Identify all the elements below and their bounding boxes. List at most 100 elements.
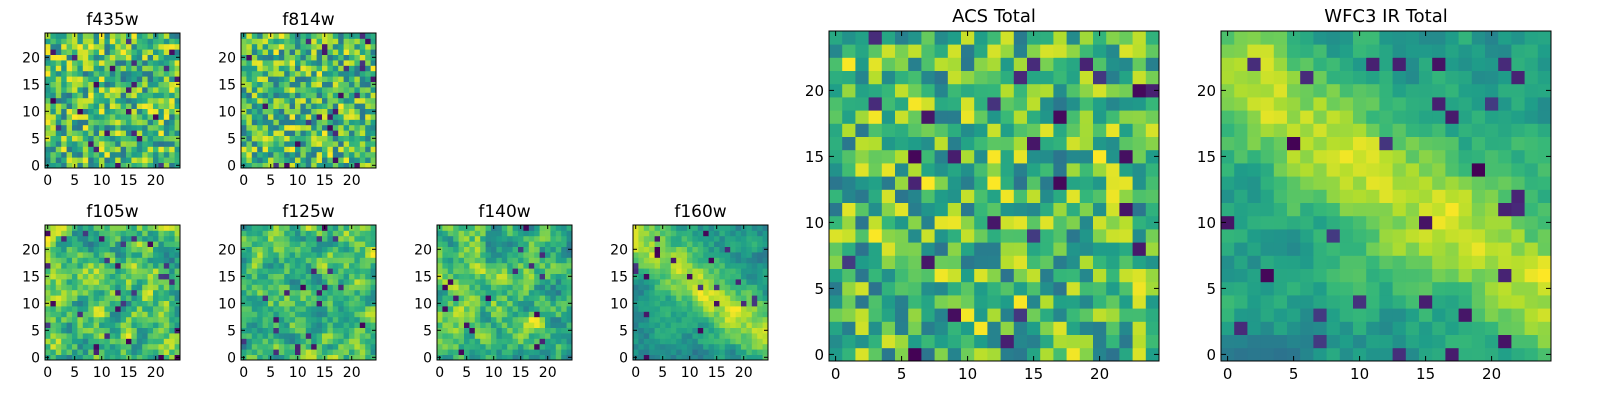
heatmap-cell (273, 295, 280, 301)
heatmap-cell (447, 235, 454, 242)
heatmap-cell (126, 151, 132, 158)
heatmap-cell (109, 103, 116, 109)
heatmap-cell (359, 157, 366, 163)
heatmap-cell (343, 157, 350, 163)
heatmap-cell (77, 279, 84, 285)
heatmap-cell (1027, 163, 1041, 177)
heatmap-cell (354, 300, 361, 307)
heatmap-cell (1498, 176, 1512, 190)
heatmap-cell (654, 349, 661, 355)
heatmap-cell (730, 295, 736, 301)
heatmap-cell (93, 141, 100, 147)
heatmap-cell (474, 241, 481, 247)
heatmap-cell (480, 327, 486, 334)
heatmap-cell (746, 225, 753, 231)
heatmap-cell (1079, 176, 1094, 190)
heatmap-cell (1040, 215, 1054, 230)
heatmap-cell (365, 230, 371, 237)
heatmap-cell (1300, 347, 1314, 362)
heatmap-cell (82, 49, 89, 55)
heatmap-cell (174, 252, 181, 258)
heatmap-cell (300, 157, 307, 163)
heatmap-cell (1366, 295, 1380, 309)
heatmap-cell (947, 202, 962, 217)
x-tick-label: 10 (681, 365, 699, 381)
heatmap-cell (136, 327, 143, 334)
heatmap-cell (534, 333, 540, 339)
heatmap-cell (670, 333, 677, 339)
heatmap-cell (442, 279, 449, 285)
heatmap-cell (251, 81, 258, 88)
heatmap-cell (338, 306, 344, 312)
heatmap-cell (153, 338, 159, 345)
heatmap-cell (665, 230, 672, 237)
heatmap-cell (703, 322, 709, 328)
heatmap-cell (714, 295, 720, 301)
heatmap-cell (842, 57, 856, 71)
heatmap-cell (518, 289, 524, 296)
heatmap-cell (246, 289, 253, 296)
heatmap-cell (539, 268, 546, 274)
heatmap-cell (158, 230, 165, 237)
heatmap-cell (746, 284, 753, 291)
heatmap-cell (284, 327, 290, 334)
heatmap-cell (654, 262, 661, 269)
heatmap-cell (1273, 189, 1288, 203)
heatmap-cell (174, 316, 181, 323)
heatmap-cell (741, 257, 747, 264)
heatmap-cell (1053, 97, 1067, 111)
heatmap-cell (518, 268, 524, 274)
heatmap-cell (316, 49, 323, 55)
heatmap-cell (934, 189, 949, 203)
heatmap-cell (158, 241, 165, 247)
heatmap-cell (322, 273, 328, 280)
heatmap-cell (72, 146, 78, 153)
heatmap-cell (724, 230, 731, 237)
heatmap-cell (1524, 281, 1539, 296)
heatmap-cell (278, 38, 285, 45)
heatmap-cell (82, 306, 89, 312)
heatmap-cell (868, 242, 883, 256)
heatmap-cell (99, 333, 105, 339)
heatmap-cell (93, 306, 100, 312)
heatmap-cell (1445, 215, 1459, 230)
heatmap-cell (305, 252, 312, 258)
heatmap-cell (147, 338, 154, 345)
heatmap-cell (50, 306, 57, 312)
heatmap-cell (142, 333, 148, 339)
heatmap-cell (120, 273, 127, 280)
heatmap-cell (246, 162, 253, 169)
heatmap-cell (1392, 176, 1407, 190)
heatmap-cell (99, 316, 105, 323)
heatmap-cell (354, 246, 361, 253)
heatmap-cell (507, 246, 513, 253)
heatmap-cell (735, 241, 742, 247)
heatmap-cell (262, 114, 269, 120)
heatmap-cell (93, 135, 100, 142)
heatmap-cell (120, 289, 127, 296)
heatmap-cell (687, 322, 693, 328)
heatmap-cell (251, 157, 258, 163)
heatmap-cell (638, 273, 645, 280)
heatmap-cell (305, 119, 312, 126)
heatmap-cell (115, 114, 121, 120)
heatmap-cell (496, 235, 503, 242)
heatmap-cell (829, 321, 843, 335)
heatmap-cell (257, 60, 263, 66)
heatmap-cell (539, 295, 546, 301)
heatmap-cell (147, 235, 154, 242)
heatmap-cell (158, 284, 165, 291)
heatmap-cell (88, 49, 94, 55)
heatmap-cell (687, 316, 693, 323)
heatmap-cell (437, 257, 443, 264)
heatmap-cell (147, 87, 154, 93)
heatmap-cell (77, 349, 84, 355)
heatmap-cell (1458, 163, 1473, 177)
heatmap-cell (322, 151, 328, 158)
heatmap-cell (1300, 295, 1314, 309)
heatmap-cell (66, 333, 73, 339)
heatmap-cell (50, 162, 57, 169)
heatmap-cell (93, 114, 100, 120)
heatmap-cell (757, 252, 763, 258)
